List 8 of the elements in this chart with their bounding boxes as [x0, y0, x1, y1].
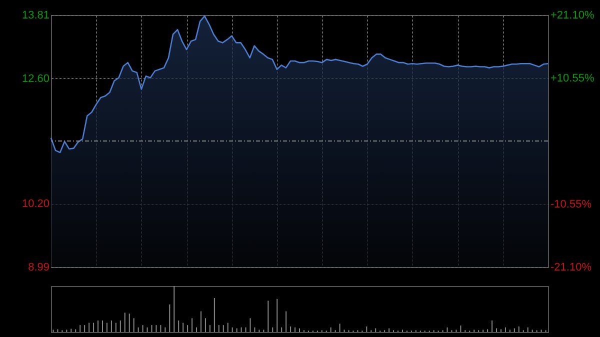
- y-tick-label: 12.60: [22, 72, 50, 85]
- y2-tick-label: -21.10%: [550, 262, 592, 274]
- y2-tick-label: +21.10%: [550, 10, 594, 22]
- y2-tick-label: -10.55%: [550, 198, 592, 210]
- y2-tick-label: +10.55%: [550, 72, 594, 84]
- y-tick-label: 8.99: [28, 262, 50, 274]
- y-tick-label: 13.81: [22, 10, 50, 22]
- y-tick-label: 10.20: [22, 198, 50, 210]
